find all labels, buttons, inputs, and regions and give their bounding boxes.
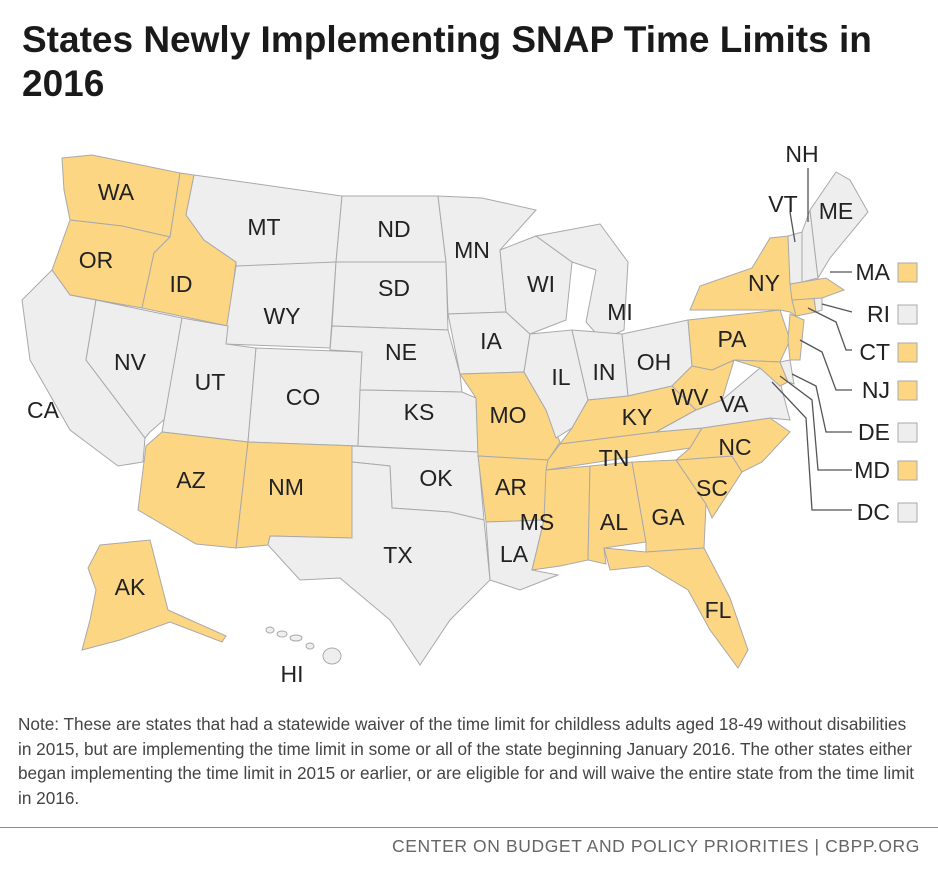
callout-swatch-ri bbox=[897, 304, 918, 325]
state-label-wa: WA bbox=[98, 179, 135, 205]
state-label-ga: GA bbox=[651, 504, 685, 530]
callout-label-dc: DC bbox=[857, 499, 890, 525]
state-VA[interactable] bbox=[655, 367, 791, 433]
state-label-tx: TX bbox=[383, 542, 412, 568]
state-label-nm: NM bbox=[268, 474, 304, 500]
state-label-pa: PA bbox=[718, 326, 748, 352]
state-label-ms: MS bbox=[520, 509, 555, 535]
footnote: Note: These are states that had a statew… bbox=[18, 714, 915, 808]
state-HI[interactable] bbox=[265, 626, 342, 665]
state-label-ny: NY bbox=[748, 270, 780, 296]
state-label-ar: AR bbox=[495, 474, 527, 500]
state-label-ne: NE bbox=[385, 339, 417, 365]
footer-divider bbox=[0, 827, 938, 828]
callout-label-de: DE bbox=[858, 419, 890, 445]
callout-label-md: MD bbox=[854, 457, 890, 483]
state-NY[interactable] bbox=[689, 235, 797, 318]
state-label-nd: ND bbox=[377, 216, 410, 242]
state-label-sd: SD bbox=[378, 275, 410, 301]
state-label-va: VA bbox=[720, 391, 750, 417]
us-map: WA OR ID CA NV MT WY UT CO AZ NM ND SD NE KS OK TX MN IA MO… bbox=[0, 130, 938, 710]
state-AK[interactable] bbox=[81, 539, 227, 651]
state-label-al: AL bbox=[600, 509, 628, 535]
state-label-ky: KY bbox=[622, 404, 653, 430]
legend-swatches: MA RI CT NJ DE MD DC bbox=[854, 259, 918, 525]
state-label-wi: WI bbox=[527, 271, 555, 297]
state-CT[interactable] bbox=[791, 297, 817, 317]
state-label-nh: NH bbox=[785, 141, 818, 167]
state-label-ia: IA bbox=[480, 328, 502, 354]
state-label-wy: WY bbox=[263, 303, 300, 329]
state-label-wv: WV bbox=[671, 384, 709, 410]
state-label-ks: KS bbox=[404, 399, 435, 425]
callout-label-ri: RI bbox=[867, 301, 890, 327]
state-label-mi: MI bbox=[607, 299, 633, 325]
state-label-fl: FL bbox=[705, 597, 732, 623]
state-label-ok: OK bbox=[419, 465, 453, 491]
state-label-ut: UT bbox=[195, 369, 226, 395]
state-labels: WA OR ID CA NV MT WY UT CO AZ NM ND SD NE KS OK TX MN IA MO… bbox=[27, 141, 853, 687]
callout-swatch-ct bbox=[897, 342, 918, 363]
state-label-vt: VT bbox=[768, 191, 797, 217]
callout-swatch-de bbox=[897, 422, 918, 443]
state-MA[interactable] bbox=[789, 277, 846, 301]
callout-swatch-dc bbox=[897, 502, 918, 523]
state-label-mo: MO bbox=[489, 402, 526, 428]
state-NJ[interactable] bbox=[787, 313, 805, 361]
state-label-me: ME bbox=[819, 198, 854, 224]
state-label-la: LA bbox=[500, 541, 529, 567]
state-FL[interactable] bbox=[603, 547, 749, 669]
state-label-ak: AK bbox=[115, 574, 146, 600]
callout-swatch-nj bbox=[897, 380, 918, 401]
footer-credit: CENTER ON BUDGET AND POLICY PRIORITIES |… bbox=[392, 836, 920, 856]
state-label-tn: TN bbox=[599, 445, 630, 471]
callout-label-nj: NJ bbox=[862, 377, 890, 403]
state-label-mt: MT bbox=[247, 214, 280, 240]
state-label-hi: HI bbox=[281, 661, 304, 687]
state-label-mn: MN bbox=[454, 237, 490, 263]
state-label-sc: SC bbox=[696, 475, 728, 501]
state-label-il: IL bbox=[551, 364, 570, 390]
state-label-az: AZ bbox=[176, 467, 205, 493]
map-title: States Newly Implementing SNAP Time Limi… bbox=[22, 19, 872, 104]
state-CA[interactable] bbox=[21, 269, 146, 467]
state-label-nc: NC bbox=[718, 434, 751, 460]
callout-swatch-ma bbox=[897, 262, 918, 283]
state-ME[interactable] bbox=[809, 171, 869, 280]
us-map-svg: WA OR ID CA NV MT WY UT CO AZ NM ND SD NE KS OK TX MN IA MO… bbox=[21, 141, 918, 687]
state-DE[interactable] bbox=[779, 359, 795, 385]
leader-lines bbox=[771, 168, 853, 511]
state-label-id: ID bbox=[170, 271, 193, 297]
state-label-co: CO bbox=[286, 384, 321, 410]
callout-swatch-md bbox=[897, 460, 918, 481]
callout-label-ma: MA bbox=[856, 259, 891, 285]
state-label-in: IN bbox=[593, 359, 616, 385]
state-TX[interactable] bbox=[267, 461, 491, 666]
state-label-nv: NV bbox=[114, 349, 147, 375]
state-RI[interactable] bbox=[813, 297, 823, 313]
state-label-oh: OH bbox=[637, 349, 672, 375]
callout-label-ct: CT bbox=[859, 339, 890, 365]
state-MD[interactable] bbox=[733, 359, 789, 387]
state-label-ca: CA bbox=[27, 397, 60, 423]
state-label-or: OR bbox=[79, 247, 114, 273]
